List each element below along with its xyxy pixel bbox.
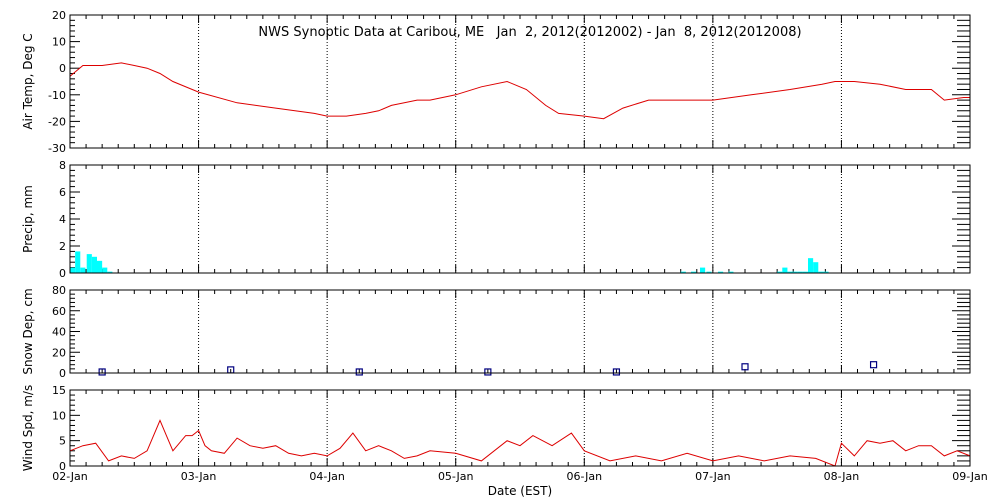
- x-tick-label: 09-Jan: [952, 470, 988, 483]
- y-tick-label: -10: [48, 89, 66, 102]
- y-tick-label: 0: [59, 460, 66, 473]
- precip-bar: [70, 267, 76, 273]
- y-tick-label: 4: [59, 213, 66, 226]
- y-tick-label: 10: [52, 36, 66, 49]
- y-axis-label: Snow Dep, cm: [21, 288, 35, 374]
- snow-depth-marker: [612, 368, 621, 376]
- precip-bar: [91, 256, 97, 273]
- precip-bar: [787, 271, 793, 273]
- y-tick-label: -30: [48, 142, 66, 155]
- x-tick-label: 08-Jan: [824, 470, 860, 483]
- precip-bar: [813, 262, 819, 273]
- precip-bar: [823, 271, 829, 273]
- chart-title: NWS Synoptic Data at Caribou, ME Jan 2, …: [258, 25, 801, 40]
- y-tick-label: -20: [48, 115, 66, 128]
- panel-frame: [69, 389, 971, 467]
- precip-bar: [97, 260, 103, 273]
- snow-depth-marker: [484, 368, 492, 376]
- precip-bar: [706, 271, 712, 273]
- x-tick-label: 06-Jan: [567, 470, 603, 483]
- precip-bar: [86, 254, 92, 273]
- y-tick-label: 10: [52, 409, 66, 422]
- precip-bar: [802, 271, 808, 273]
- y-tick-label: 5: [59, 435, 66, 448]
- y-tick-label: 40: [52, 326, 66, 339]
- y-tick-label: 0: [59, 367, 66, 380]
- y-tick-label: 0: [59, 62, 66, 75]
- panel-wind: 15 10 5 0 Wind Spd, m/s: [21, 384, 971, 473]
- panel-snow: 80 60 40 20 0 Snow Dep, cm: [21, 284, 971, 380]
- precip-bar: [782, 267, 788, 273]
- precip-bar: [700, 267, 706, 273]
- precip-bar: [718, 271, 724, 273]
- x-tick-label: 02-Jan: [52, 470, 88, 483]
- temp-series-line: [69, 62, 970, 120]
- precip-bar: [797, 271, 803, 273]
- precip-bar: [728, 271, 734, 273]
- precip-bar: [777, 271, 783, 273]
- x-axis-label: Date (EST): [488, 484, 552, 498]
- panel-frame: [69, 14, 971, 149]
- y-tick-label: 6: [59, 186, 66, 199]
- snow-depth-marker: [741, 363, 749, 371]
- y-tick-label: 0: [59, 267, 66, 280]
- snow-depth-marker: [869, 361, 878, 369]
- precip-bar: [808, 258, 814, 273]
- precip-bar: [792, 271, 798, 273]
- x-tick-label: 04-Jan: [309, 470, 345, 483]
- y-tick-label: 20: [52, 346, 66, 359]
- precip-bar: [691, 271, 697, 273]
- panel-frame: [69, 289, 971, 374]
- precip-bar: [818, 271, 824, 273]
- x-tick-label: 05-Jan: [438, 470, 474, 483]
- x-tick-label: 03-Jan: [181, 470, 217, 483]
- y-tick-label: 60: [52, 305, 66, 318]
- wind-series-line: [69, 419, 971, 467]
- snow-depth-marker: [98, 368, 106, 376]
- y-tick-label: 80: [52, 284, 66, 297]
- panel-frame: [69, 164, 971, 274]
- snow-depth-marker: [355, 368, 363, 376]
- y-axis-label: Precip, mm: [21, 185, 35, 253]
- precip-bar: [80, 267, 86, 273]
- panel-temp: 20 10 0 -10 -20 -30 Air Temp, Deg C: [21, 9, 971, 155]
- precip-bar: [107, 271, 113, 273]
- panel-precip: 8 6 4 2 0 Precip, mm: [21, 159, 971, 280]
- precip-bar: [75, 251, 81, 273]
- y-tick-label: 2: [59, 240, 66, 253]
- y-tick-label: 15: [52, 384, 66, 397]
- y-axis-label: Wind Spd, m/s: [21, 385, 35, 471]
- y-axis-label: Air Temp, Deg C: [21, 33, 35, 129]
- x-tick-label: 07-Jan: [695, 470, 731, 483]
- precip-bar: [102, 267, 108, 273]
- precip-bar: [680, 271, 686, 273]
- y-tick-label: 20: [52, 9, 66, 22]
- y-tick-label: 8: [59, 159, 66, 172]
